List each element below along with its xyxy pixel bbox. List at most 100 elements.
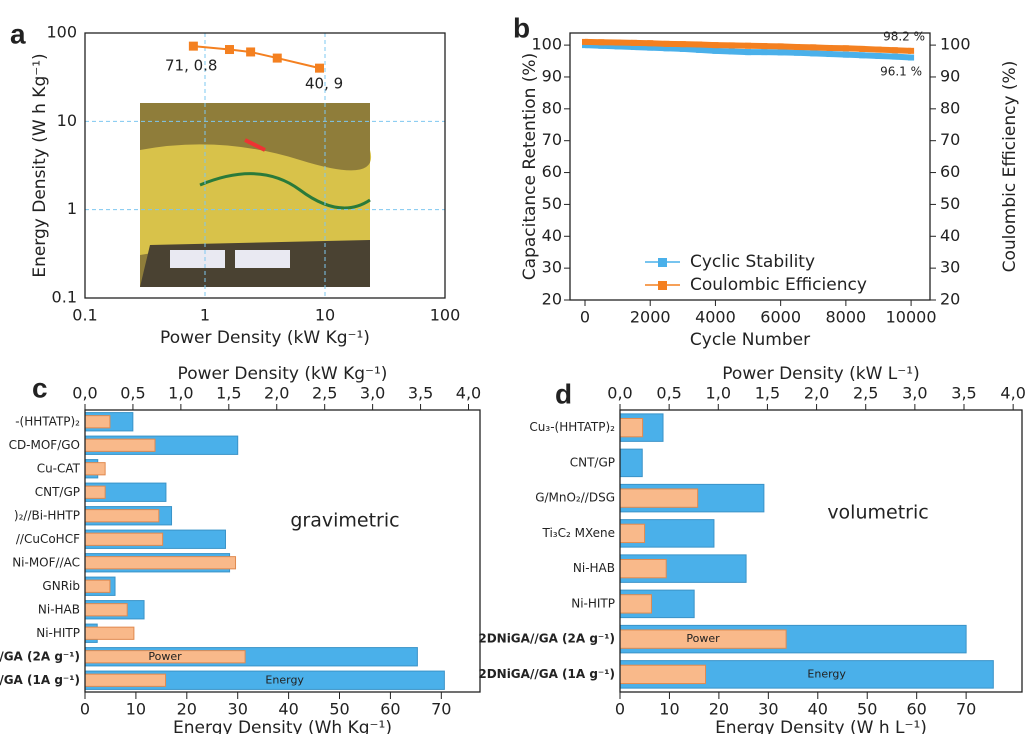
data-point [663, 45, 670, 52]
category-label: /GA (1A g⁻¹) [0, 673, 80, 687]
x2-tick-label: 3,5 [408, 384, 433, 403]
x-tick-label: 30 [228, 700, 248, 719]
category-label: 2DNiGA//GA (2A g⁻¹) [478, 632, 615, 646]
plot-frame [84, 32, 446, 299]
x-tick-label: 10000 [886, 308, 937, 327]
data-point [598, 39, 605, 46]
x2-tick-label: 1,0 [168, 384, 193, 403]
x-tick-label: 0.1 [72, 306, 97, 325]
x2-tick-label: 1,5 [755, 384, 780, 403]
data-point [728, 42, 735, 49]
y-tick-label: 60 [542, 162, 562, 181]
x-axis-label: Power Density (kW Kg⁻¹) [160, 328, 370, 348]
category-label: Ti₃C₂ MXene [541, 526, 615, 540]
y2-tick-label: 30 [940, 258, 960, 277]
y-tick-label: 40 [542, 226, 562, 245]
x2-tick-label: 4,0 [1000, 384, 1025, 403]
x-tick-label: 40 [278, 700, 298, 719]
y2-tick-label: 40 [940, 226, 960, 245]
data-point [712, 42, 719, 49]
data-point [246, 47, 256, 57]
y-tick-label: 1 [67, 199, 77, 218]
category-label: CNT/GP [35, 485, 80, 499]
bar [619, 594, 652, 614]
data-point [630, 39, 637, 46]
plot-frame [619, 409, 1023, 693]
legend-label: Cyclic Stability [690, 252, 815, 272]
category-label: Ni-HITP [571, 596, 615, 610]
x-tick-label: 40 [808, 700, 828, 719]
data-point [745, 42, 752, 49]
bar [84, 415, 111, 429]
x2-tick-label: 2,5 [853, 384, 878, 403]
data-point [598, 42, 605, 49]
y-tick-label: 50 [542, 194, 562, 213]
panel-letter: a [10, 18, 26, 49]
bar [619, 417, 644, 438]
x-tick-label: 70 [431, 700, 451, 719]
annotation: 71, 0.8 [165, 57, 217, 75]
x2-tick-label: 1,5 [216, 384, 241, 403]
data-point [582, 38, 588, 45]
data-point [614, 43, 621, 50]
data-point [696, 46, 703, 53]
legend-label: Coulombic Efficiency [690, 275, 867, 295]
x-tick-label: 6000 [760, 308, 801, 327]
category-label: /GA (2A g⁻¹) [0, 649, 80, 663]
data-point [679, 45, 686, 52]
bar [619, 523, 646, 544]
data-point [859, 52, 866, 59]
category-label: Ni-HAB [38, 602, 80, 616]
y2-tick-label: 80 [940, 98, 960, 117]
bar [84, 438, 156, 452]
bar-series-label: Energy [265, 673, 304, 686]
x-tick-label: 0 [80, 700, 90, 719]
data-point [810, 44, 817, 51]
x-axis-label: Cycle Number [690, 330, 810, 350]
data-point [826, 51, 833, 58]
y-tick-label: 0.1 [52, 288, 77, 307]
photo-label [235, 250, 290, 268]
y-axis-label: Energy Density (W h Kg⁻¹) [30, 53, 50, 277]
y-tick-label: 80 [542, 98, 562, 117]
data-point [793, 44, 800, 51]
photo-clip [244, 138, 266, 152]
x-tick-label: 10 [126, 700, 146, 719]
data-point [810, 50, 817, 57]
y-tick-label: 90 [542, 66, 562, 85]
bar [84, 673, 167, 687]
bar-series-label: Power [686, 632, 720, 645]
y-tick-label: 70 [542, 130, 562, 149]
y2-axis-label: Coulombic Efficiency (%) [1000, 61, 1020, 273]
data-point [842, 45, 849, 52]
bar [84, 532, 164, 546]
data-point [826, 44, 833, 51]
data-point [712, 47, 719, 54]
annotation: 96.1 % [880, 65, 922, 79]
annotation: volumetric [827, 502, 928, 524]
y-tick-label: 20 [542, 290, 562, 309]
annotation: 98.2 % [883, 30, 925, 44]
x-tick-label: 10 [315, 306, 335, 325]
photo-label [170, 250, 225, 268]
data-point [761, 43, 768, 50]
category-label: Cu₃-(HHTATP)₂ [529, 420, 615, 434]
x-tick-label: 8000 [826, 308, 867, 327]
x2-tick-label: 0,5 [120, 384, 145, 403]
x2-tick-label: 0,0 [607, 384, 632, 403]
category-label: -(HHTATP)₂ [15, 414, 80, 428]
bar [619, 558, 667, 579]
annotation: 40, 9 [305, 75, 343, 93]
legend-marker [658, 258, 667, 267]
x2-axis-label: Power Density (kW L⁻¹) [722, 364, 919, 384]
bar-series-label: Energy [807, 667, 846, 680]
data-point [875, 46, 882, 53]
x2-tick-label: 2,0 [264, 384, 289, 403]
annotation: gravimetric [290, 510, 399, 532]
category-label: CD-MOF/GO [9, 438, 80, 452]
plot-frame [569, 32, 931, 301]
data-point [891, 53, 898, 60]
x2-tick-label: 0,5 [656, 384, 681, 403]
y2-tick-label: 20 [940, 290, 960, 309]
category-label: Ni-MOF//AC [12, 555, 80, 569]
